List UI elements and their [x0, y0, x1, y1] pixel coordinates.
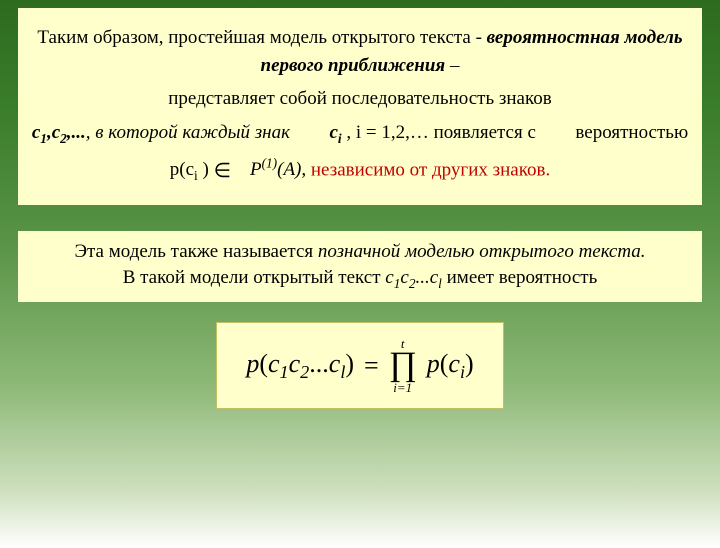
model-line1: Эта модель также называется позначной мо… — [30, 239, 690, 265]
def-line1: Таким образом, простейшая модель открыто… — [26, 24, 694, 79]
def-line3-mid1: , в которой каждый знак — [86, 122, 290, 143]
def-line3-mid2: , i = 1,2,… появляется с — [346, 122, 536, 143]
pi-icon: ∏ — [389, 350, 417, 381]
equals-sign: = — [364, 351, 379, 381]
formula-rhs: p(ci) — [427, 349, 474, 383]
ci-symbol: ci — [329, 122, 341, 143]
def-line2: представляет собой последовательность зн… — [26, 85, 694, 113]
element-of-icon: ∈ — [214, 157, 231, 186]
formula-lhs: p(c1c2...cl) — [246, 349, 354, 383]
text-seq: c1c2...cl — [385, 267, 442, 288]
def-line4-red: независимо от других знаков. — [311, 159, 550, 180]
definition-box: Таким образом, простейшая модель открыто… — [18, 8, 702, 205]
seq-c1c2: c1,c2,... — [32, 122, 86, 143]
def-line3-tail: вероятностью — [575, 122, 688, 143]
formula-box: p(c1c2...cl) = t ∏ i=1 p(ci) — [216, 322, 504, 409]
def-line4: p(ci ) ∈ P(1)(A), независимо от других з… — [26, 154, 694, 185]
model-line2: В такой модели открытый текст c1c2...cl … — [30, 265, 690, 293]
pci: p(ci ) — [170, 159, 209, 180]
model-term: позначной моделью открытого текста. — [318, 241, 646, 262]
def-line1-plain: Таким образом, простейшая модель открыто… — [37, 27, 486, 48]
product-symbol: t ∏ i=1 — [389, 337, 417, 394]
model-name-box: Эта модель также называется позначной мо… — [18, 231, 702, 302]
def-line3: c1,c2,..., в которой каждый знак ci , i … — [26, 119, 694, 148]
def-line1-dash: – — [450, 55, 460, 76]
probability-formula: p(c1c2...cl) = t ∏ i=1 p(ci) — [227, 337, 493, 394]
p1a: P(1)(A), — [250, 159, 306, 180]
